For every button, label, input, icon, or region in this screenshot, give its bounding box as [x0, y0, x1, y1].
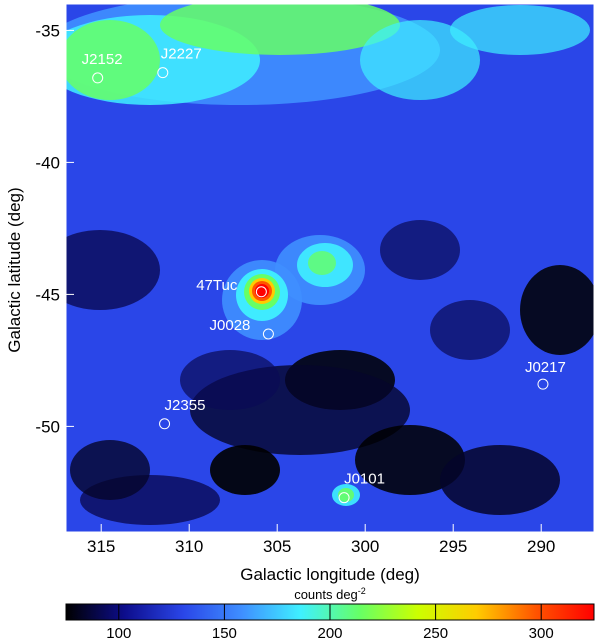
y-tick-label: -50 — [35, 417, 60, 436]
map-intensity-layer — [66, 4, 594, 525]
colorbar: counts deg-2 100 150 200 250 300 — [65, 586, 595, 642]
source-marker — [537, 378, 549, 390]
intensity-patch — [338, 488, 354, 502]
colorbar-title-superscript: -2 — [358, 586, 366, 596]
x-axis-title: Galactic longitude (deg) — [240, 565, 420, 584]
x-tick-label: 315 — [87, 537, 115, 556]
y-tick-label: -35 — [35, 21, 60, 40]
colorbar-title: counts deg-2 — [294, 586, 366, 602]
y-axis: -35 -40 -45 -50 — [35, 21, 74, 436]
colorbar-tick-label: 300 — [529, 625, 554, 642]
plot-frame — [65, 3, 595, 533]
x-tick-label: 310 — [175, 537, 203, 556]
source-label: J2355 — [165, 397, 206, 414]
intensity-patch — [520, 265, 594, 355]
y-tick-label: -45 — [35, 285, 60, 304]
colorbar-title-text: counts deg — [294, 587, 358, 602]
intensity-patch — [380, 220, 460, 280]
colorbar-tick-label: 100 — [106, 625, 131, 642]
source-label: J0217 — [525, 359, 566, 376]
source-label: 47Tuc — [196, 277, 238, 294]
y-tick-label: -40 — [35, 153, 60, 172]
intensity-patch — [360, 20, 480, 100]
intensity-patch — [440, 445, 560, 515]
intensity-patch — [210, 445, 280, 495]
source-marker — [157, 67, 169, 79]
source-label: J2227 — [161, 46, 202, 63]
source-marker — [92, 72, 104, 84]
intensity-patch — [180, 350, 280, 410]
colorbar-tick-label: 250 — [423, 625, 448, 642]
intensity-patch — [70, 440, 150, 500]
x-tick-label: 290 — [527, 537, 555, 556]
source-label: J0028 — [210, 317, 251, 334]
x-tick-label: 305 — [263, 537, 291, 556]
intensity-patch — [355, 425, 465, 495]
source-marker — [159, 418, 171, 430]
source-label: J2152 — [82, 51, 123, 68]
x-axis: 315 310 305 300 295 290 — [87, 524, 555, 556]
colorbar-tick-label: 200 — [317, 625, 342, 642]
colorbar-ticks: 100 150 200 250 300 — [106, 604, 554, 642]
source-marker — [338, 492, 350, 504]
intensity-patch — [160, 4, 400, 55]
x-tick-label: 295 — [439, 537, 467, 556]
source-markers: J2152 J2227 47Tuc J0028 J0217 J2355 J0101 — [82, 46, 566, 504]
colorbar-tick-label: 150 — [212, 625, 237, 642]
source-label: J0101 — [344, 471, 385, 488]
intensity-patch — [66, 20, 160, 100]
intensity-patch — [255, 284, 269, 298]
intensity-patch — [430, 300, 510, 360]
intensity-patch — [450, 5, 590, 55]
source-marker — [262, 328, 274, 340]
map-area — [66, 4, 594, 532]
source-marker — [255, 286, 267, 298]
intensity-patch — [66, 230, 160, 310]
x-tick-label: 300 — [351, 537, 379, 556]
y-axis-title: Galactic latitude (deg) — [5, 187, 24, 352]
intensity-patch — [308, 251, 336, 275]
